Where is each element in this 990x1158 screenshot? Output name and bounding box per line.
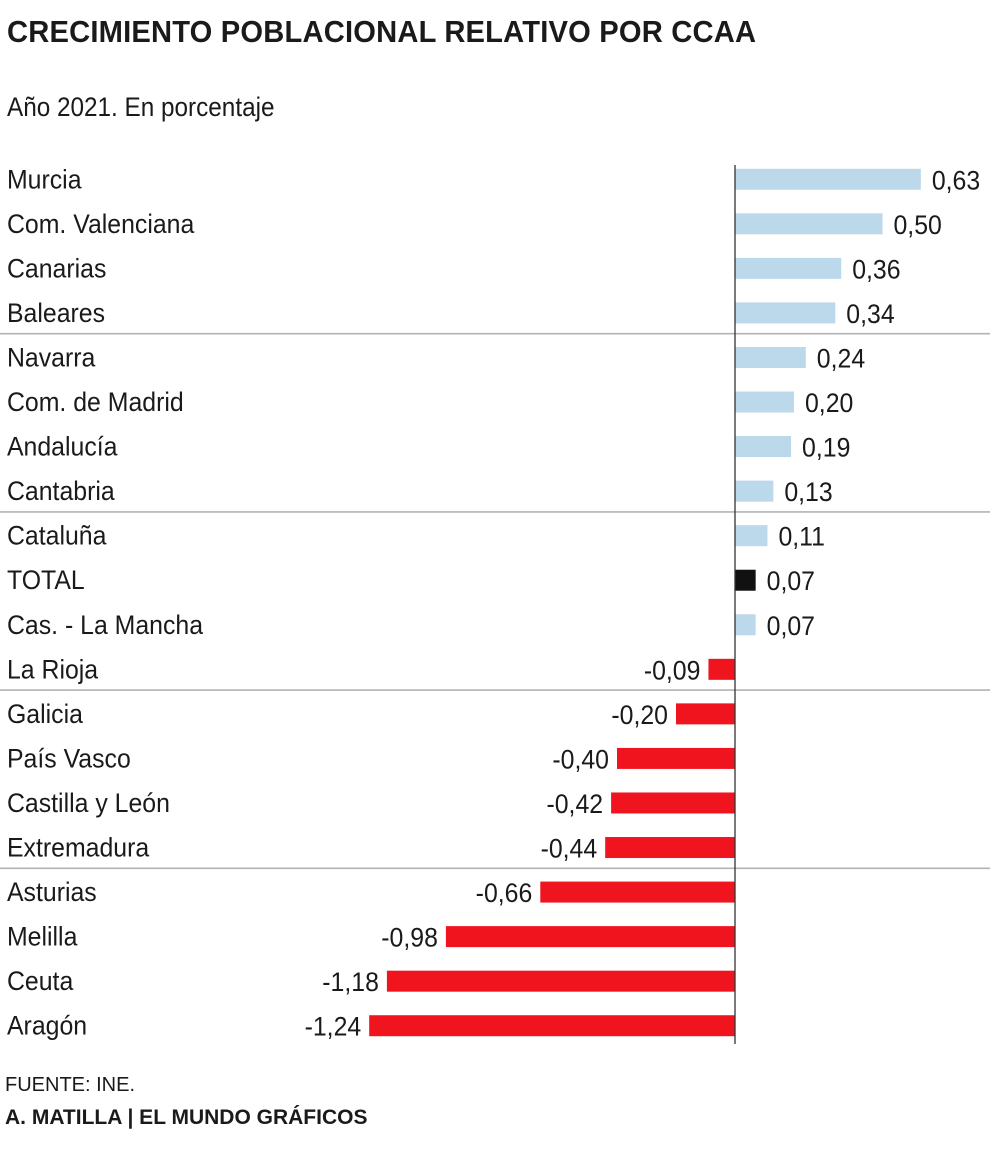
category-label-cataluna: Cataluña (7, 522, 107, 551)
chart-subtitle: Año 2021. En porcentaje (7, 92, 275, 122)
category-label-melilla: Melilla (7, 923, 78, 952)
category-label-la-rioja: La Rioja (7, 655, 99, 684)
value-label-cas-la-mancha: 0,07 (767, 612, 815, 641)
value-label-cataluna: 0,11 (778, 523, 824, 552)
value-label-cantabria: 0,13 (784, 478, 832, 507)
category-label-canarias: Canarias (7, 254, 106, 283)
bar-baleares (735, 302, 836, 324)
bar-com-valenciana (735, 213, 883, 235)
source-note: FUENTE: INE. (5, 1074, 136, 1096)
bar-cantabria (735, 480, 774, 502)
bar-com-de-madrid (735, 391, 794, 413)
value-label-melilla: -0,98 (381, 924, 438, 953)
bar-andalucia (735, 436, 792, 458)
value-label-castilla-y-leon: -0,42 (546, 790, 603, 819)
value-label-andalucia: 0,19 (802, 434, 850, 463)
bar-murcia (735, 168, 921, 190)
value-label-galicia: -0,20 (611, 701, 668, 730)
bar-extremadura (605, 837, 735, 859)
value-label-navarra: 0,24 (817, 345, 865, 374)
bar-asturias (540, 881, 735, 903)
category-label-pais-vasco: País Vasco (7, 745, 131, 774)
bar-canarias (735, 257, 842, 279)
value-label-aragon: -1,24 (305, 1013, 362, 1042)
value-label-murcia: 0,63 (932, 166, 980, 195)
bar-pais-vasco (617, 747, 735, 769)
bar-aragon (369, 1015, 735, 1037)
bar-ceuta (386, 970, 735, 992)
value-labels: 0,63 0,50 0,36 0,34 0,24 0,20 0,19 0,13 0,11 0,07… (305, 166, 981, 1042)
chart-title: CRECIMIENTO POBLACIONAL RELATIVO POR CCA… (7, 14, 757, 49)
value-label-total: 0,07 (767, 567, 815, 596)
bar-la-rioja (708, 658, 735, 680)
category-label-cas-la-mancha: Cas. - La Mancha (7, 611, 204, 640)
category-label-asturias: Asturias (7, 878, 97, 907)
category-label-com-de-madrid: Com. de Madrid (7, 388, 184, 417)
category-labels: Murcia Com. Valenciana Canarias Baleares Nav… (7, 165, 204, 1041)
category-label-navarra: Navarra (7, 344, 96, 373)
category-label-extremadura: Extremadura (7, 834, 150, 863)
value-label-baleares: 0,34 (846, 300, 894, 329)
credit-line: A. MATILLA | EL MUNDO GRÁFICOS (5, 1106, 368, 1129)
value-label-canarias: 0,36 (852, 255, 900, 284)
value-label-asturias: -0,66 (476, 879, 533, 908)
value-label-extremadura: -0,44 (541, 835, 598, 864)
category-label-castilla-y-leon: Castilla y León (7, 789, 170, 818)
category-label-galicia: Galicia (7, 700, 83, 729)
group-separators (0, 332, 990, 870)
bar-castilla-y-leon (611, 792, 735, 814)
value-label-com-valenciana: 0,50 (894, 211, 942, 240)
category-label-cantabria: Cantabria (7, 477, 115, 506)
bar-melilla (445, 926, 735, 948)
bar-navarra (735, 346, 806, 368)
value-label-la-rioja: -0,09 (644, 656, 701, 685)
category-label-total: TOTAL (7, 566, 85, 595)
value-label-com-de-madrid: 0,20 (805, 389, 853, 418)
category-label-murcia: Murcia (7, 165, 82, 194)
category-label-baleares: Baleares (7, 299, 105, 328)
bars (369, 168, 921, 1037)
bar-cas-la-mancha (735, 614, 756, 636)
category-label-aragon: Aragón (7, 1012, 87, 1041)
bar-cataluna (735, 525, 768, 547)
bar-galicia (676, 703, 735, 725)
bar-total (735, 569, 756, 591)
category-label-andalucia: Andalucía (7, 433, 118, 462)
category-label-ceuta: Ceuta (7, 967, 74, 996)
value-label-ceuta: -1,18 (322, 968, 379, 997)
category-label-com-valenciana: Com. Valenciana (7, 210, 195, 239)
value-label-pais-vasco: -0,40 (552, 746, 609, 775)
